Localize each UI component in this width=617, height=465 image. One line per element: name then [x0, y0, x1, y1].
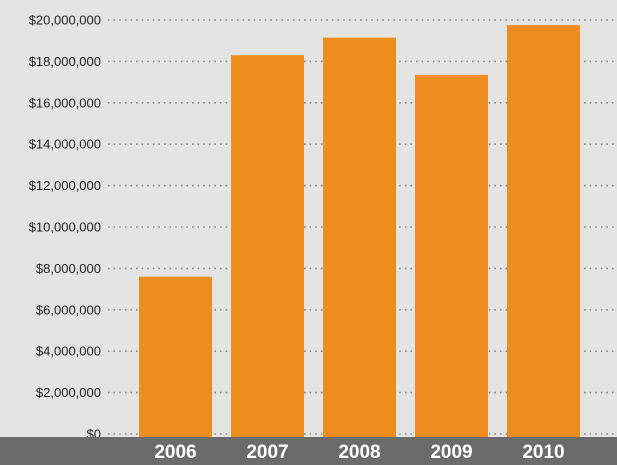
y-tick-label: $8,000,000 [36, 261, 101, 276]
y-tick-label: $6,000,000 [36, 302, 101, 317]
bars [139, 25, 580, 438]
y-tick-label: $10,000,000 [29, 220, 101, 235]
bar-2008 [323, 37, 396, 437]
y-tick-label: $2,000,000 [36, 385, 101, 400]
bar-2009 [415, 74, 488, 437]
bar-2007 [231, 55, 304, 437]
y-tick-label: $12,000,000 [29, 178, 101, 193]
y-tick-label: $18,000,000 [29, 54, 101, 69]
bar-2010 [507, 25, 580, 438]
x-axis-band [0, 437, 617, 465]
x-tick-label: 2009 [430, 442, 472, 463]
x-tick-label: 2010 [522, 442, 564, 463]
y-axis-ticks: $0$2,000,000$4,000,000$6,000,000$8,000,0… [29, 13, 101, 442]
y-tick-label: $16,000,000 [29, 95, 101, 110]
y-tick-label: $4,000,000 [36, 344, 101, 359]
x-tick-label: 2006 [154, 442, 196, 463]
x-tick-label: 2008 [338, 442, 380, 463]
x-axis-ticks: 2006 2007 2008 2009 2010 [154, 442, 564, 463]
x-tick-label: 2007 [246, 442, 288, 463]
bar-2006 [139, 276, 212, 437]
y-tick-label: $14,000,000 [29, 137, 101, 152]
y-tick-label: $20,000,000 [29, 13, 101, 28]
